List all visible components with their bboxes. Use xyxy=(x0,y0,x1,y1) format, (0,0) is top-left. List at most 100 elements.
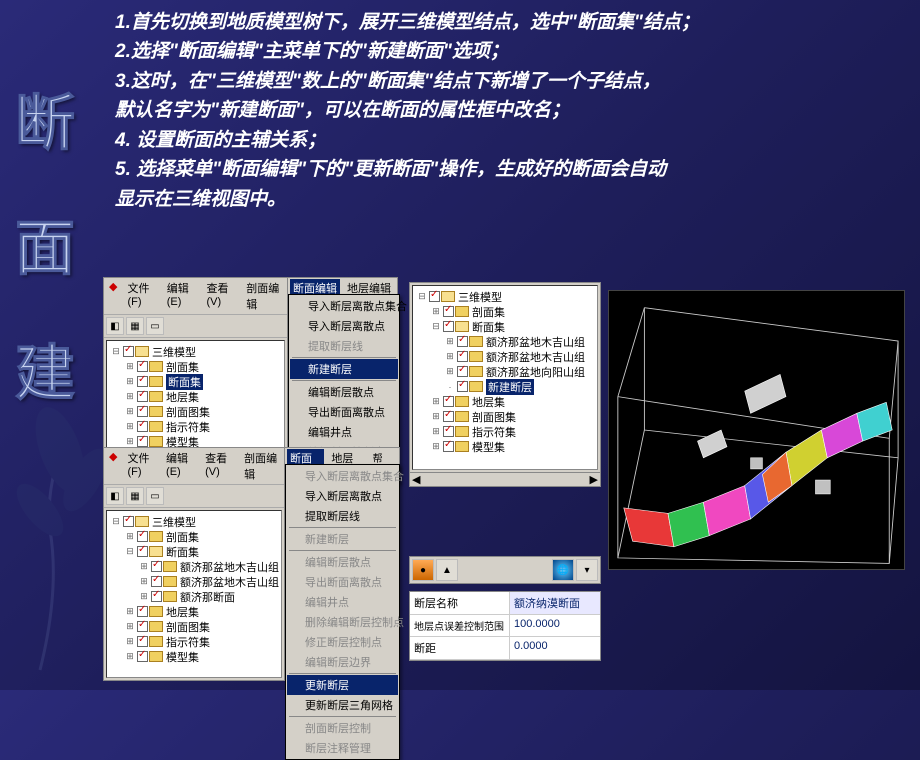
tree-root[interactable]: ⊟三维模型 xyxy=(109,344,282,359)
menu-edit[interactable]: 编辑(E) xyxy=(164,279,200,313)
menubar-2: ◆ 文件(F) 编辑(E) 查看(V) 剖面编辑 xyxy=(104,448,284,485)
tree-node[interactable]: ⊟断面集 xyxy=(109,544,279,559)
tree-node[interactable]: ⊟断面集 xyxy=(415,319,595,334)
view-3d-svg xyxy=(609,291,904,569)
menu-section-edit[interactable]: 剖面编辑 xyxy=(243,279,285,313)
view-toolbar: ● ▲ 🌐 ▾ xyxy=(409,556,601,584)
tool-sphere-icon[interactable]: ● xyxy=(412,559,434,581)
menu-item[interactable]: 导出断面离散点 xyxy=(290,402,398,422)
toolbar-button[interactable]: ▦ xyxy=(126,487,144,505)
tree-node[interactable]: ⊞额济那盆地向阳山组 xyxy=(415,364,595,379)
tree-node[interactable]: ⊞剖面图集 xyxy=(415,409,595,424)
instruction-text: 1.首先切换到地质模型树下，展开三维模型结点，选中"断面集"结点； 2.选择"断… xyxy=(115,8,905,214)
menu-item[interactable]: 编辑井点 xyxy=(290,422,398,442)
menu-item-new-fault[interactable]: 新建断层 xyxy=(290,359,398,379)
tree-scrollbar[interactable]: ◀▶ xyxy=(410,472,600,486)
toolbar-button[interactable]: ◧ xyxy=(106,487,124,505)
menu-file[interactable]: 文件(F) xyxy=(124,449,159,483)
tree-node[interactable]: ⊞地层集 xyxy=(109,389,282,404)
model-tree-3[interactable]: ⊟三维模型 ⊞剖面集 ⊟断面集 ⊞额济那盆地木吉山组 ⊞额济那盆地木吉山组 ⊞额… xyxy=(412,285,598,470)
property-row: 断距 0.0000 xyxy=(410,637,600,660)
menu-item[interactable]: 更新断层三角网格 xyxy=(287,695,398,715)
tree-node[interactable]: ⊞地层集 xyxy=(415,394,595,409)
menu-item[interactable]: 导入断层离散点集合 xyxy=(290,296,398,316)
menubar-1: ◆ 文件(F) 编辑(E) 查看(V) 剖面编辑 xyxy=(104,278,287,315)
menu-separator xyxy=(289,716,396,717)
toolbar-button[interactable]: ▦ xyxy=(126,317,144,335)
menu-separator xyxy=(289,550,396,551)
model-tree-1[interactable]: ⊟三维模型 ⊞剖面集 ⊞断面集 ⊞地层集 ⊞剖面图集 ⊞指示符集 ⊞模型集 xyxy=(106,340,285,458)
menu-item[interactable]: 修正断层控制点 xyxy=(287,632,398,652)
menu-item[interactable]: 导入断层离散点集合 xyxy=(287,466,398,486)
title-char-1: 断 xyxy=(15,75,75,162)
tree-node[interactable]: ⊞额济那盆地木吉山组 xyxy=(109,574,279,589)
app-icon: ◆ xyxy=(106,279,120,313)
menu-file[interactable]: 文件(F) xyxy=(124,279,159,313)
tree-node[interactable]: ⊞剖面图集 xyxy=(109,619,279,634)
tree-node[interactable]: ⊞额济那盆地木吉山组 xyxy=(415,349,595,364)
menu-item[interactable]: 删除编辑断层控制点 xyxy=(287,612,398,632)
tree-node[interactable]: ⊞额济那盆地木吉山组 xyxy=(109,559,279,574)
property-value[interactable]: 100.0000 xyxy=(510,615,600,636)
tree-node[interactable]: ⊞指示符集 xyxy=(109,634,279,649)
menu-item[interactable]: 提取断层线 xyxy=(287,506,398,526)
property-label: 断距 xyxy=(410,637,510,659)
tree-node[interactable]: ⊞模型集 xyxy=(415,439,595,454)
tree-node[interactable]: ⊞额济那断面 xyxy=(109,589,279,604)
title-char-3: 建 xyxy=(15,325,75,412)
menu-section-edit[interactable]: 剖面编辑 xyxy=(241,449,282,483)
property-row: 地层点误差控制范围 100.0000 xyxy=(410,615,600,637)
menu-view[interactable]: 查看(V) xyxy=(202,449,237,483)
view-3d[interactable] xyxy=(608,290,905,570)
property-value[interactable]: 额济纳漠断面 xyxy=(510,592,600,614)
tree-root[interactable]: ⊟三维模型 xyxy=(109,514,279,529)
tree-node[interactable]: ⊞额济那盆地木吉山组 xyxy=(415,334,595,349)
tree-node[interactable]: ⊞剖面集 xyxy=(109,359,282,374)
tree-node[interactable]: ⊞剖面集 xyxy=(109,529,279,544)
scroll-left-icon[interactable]: ◀ xyxy=(412,473,420,486)
tree-node[interactable]: ⊞剖面图集 xyxy=(109,404,282,419)
menu-item[interactable]: 导入断层离散点 xyxy=(287,486,398,506)
tool-button[interactable]: ▲ xyxy=(436,559,458,581)
toolbar-button[interactable]: ◧ xyxy=(106,317,124,335)
tree-node[interactable]: ⊞指示符集 xyxy=(415,424,595,439)
menu-item[interactable]: 提取断层线 xyxy=(290,336,398,356)
property-label: 地层点误差控制范围 xyxy=(410,615,510,636)
menu-item[interactable]: 剖面断层控制 xyxy=(287,718,398,738)
menu-item[interactable]: 编辑断层散点 xyxy=(290,382,398,402)
menu-separator xyxy=(289,673,396,674)
slide-vertical-title: 断 面 建 xyxy=(15,75,75,412)
property-value[interactable]: 0.0000 xyxy=(510,637,600,659)
scroll-right-icon[interactable]: ▶ xyxy=(590,473,598,486)
menu-separator xyxy=(292,357,396,358)
tree-node[interactable]: ⊞剖面集 xyxy=(415,304,595,319)
menu-separator xyxy=(289,527,396,528)
menu-item[interactable]: 断层注释管理 xyxy=(287,738,398,758)
toolbar-button[interactable]: ▭ xyxy=(146,317,164,335)
title-char-2: 面 xyxy=(15,200,75,287)
tree-node[interactable]: ⊞模型集 xyxy=(109,649,279,664)
model-tree-2[interactable]: ⊟三维模型 ⊞剖面集 ⊟断面集 ⊞额济那盆地木吉山组 ⊞额济那盆地木吉山组 ⊞额… xyxy=(106,510,282,678)
menu-edit[interactable]: 编辑(E) xyxy=(163,449,198,483)
tree-node[interactable]: ⊞地层集 xyxy=(109,604,279,619)
tree-node-selected[interactable]: ·新建断层 xyxy=(415,379,595,394)
tree-node-selected[interactable]: ⊞断面集 xyxy=(109,374,282,389)
tree-panel-3: ⊟三维模型 ⊞剖面集 ⊟断面集 ⊞额济那盆地木吉山组 ⊞额济那盆地木吉山组 ⊞额… xyxy=(409,282,601,487)
app-window-2: ◆ 文件(F) 编辑(E) 查看(V) 剖面编辑 ◧ ▦ ▭ ⊟三维模型 ⊞剖面… xyxy=(103,447,285,681)
menu-item[interactable]: 新建断层 xyxy=(287,529,398,549)
app-window-1: ◆ 文件(F) 编辑(E) 查看(V) 剖面编辑 ◧ ▦ ▭ ⊟三维模型 ⊞剖面… xyxy=(103,277,288,461)
menu-item[interactable]: 编辑井点 xyxy=(287,592,398,612)
menu-item-update-fault[interactable]: 更新断层 xyxy=(287,675,398,695)
toolbar-button[interactable]: ▭ xyxy=(146,487,164,505)
menu-item[interactable]: 编辑断层散点 xyxy=(287,552,398,572)
globe-icon[interactable]: 🌐 xyxy=(552,559,574,581)
tool-button[interactable]: ▾ xyxy=(576,559,598,581)
tree-root[interactable]: ⊟三维模型 xyxy=(415,289,595,304)
tree-node[interactable]: ⊞指示符集 xyxy=(109,419,282,434)
menu-item[interactable]: 导出断面离散点 xyxy=(287,572,398,592)
property-label: 断层名称 xyxy=(410,592,510,614)
menu-item[interactable]: 导入断层离散点 xyxy=(290,316,398,336)
menu-item[interactable]: 编辑断层边界 xyxy=(287,652,398,672)
menu-view[interactable]: 查看(V) xyxy=(204,279,240,313)
app-icon: ◆ xyxy=(106,449,120,483)
